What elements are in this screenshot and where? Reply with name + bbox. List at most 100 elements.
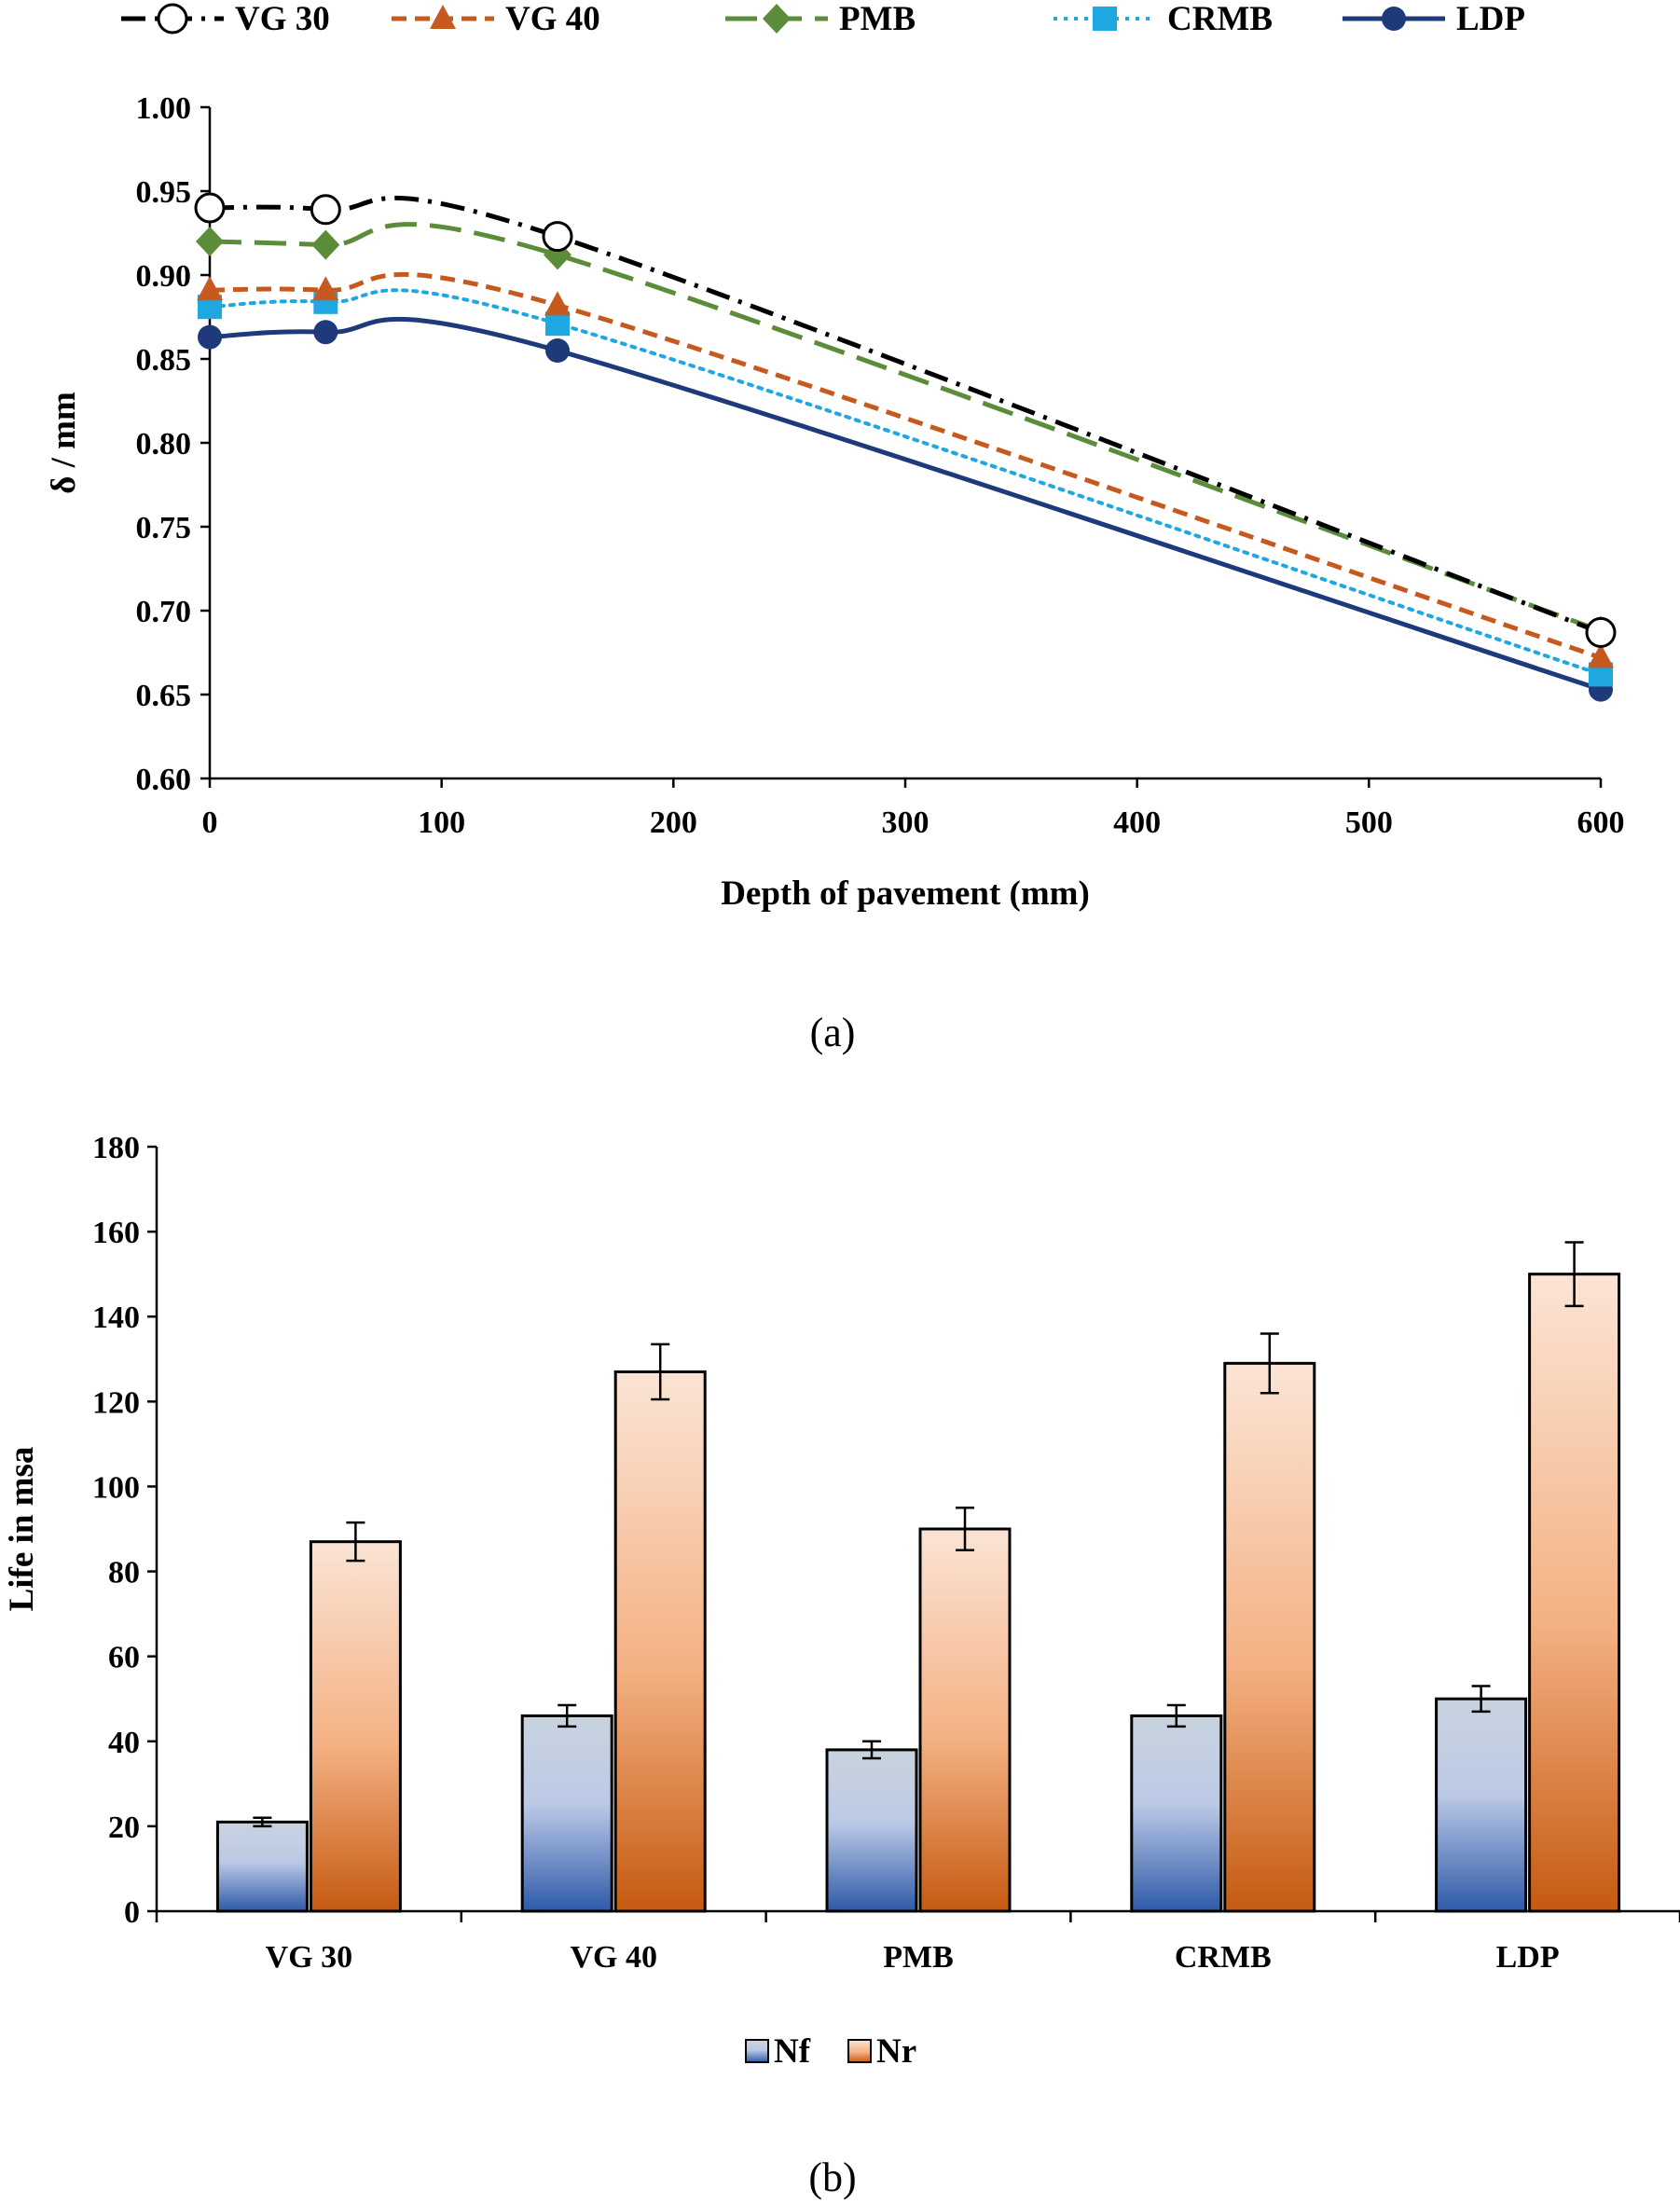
legend-vg-40-point <box>430 5 456 29</box>
series-vg-30-point <box>194 192 226 224</box>
legend-ldp-label: LDP <box>1456 0 1525 38</box>
y-tick-label: 0.65 <box>136 679 192 713</box>
y-tick-label: 0.75 <box>136 511 192 545</box>
deflection-line-chart: VG 30 VG 40 PMB CRMB LDP 0.60 0.65 0.70 0.75 0.8… <box>45 0 1625 1055</box>
legend-vg-30-point <box>157 3 188 34</box>
x-axis-label: Depth of pavement (mm) <box>721 874 1090 913</box>
legend-vg-40: VG 40 <box>392 0 600 38</box>
x-tick-label: 100 <box>418 805 465 840</box>
legend-ldp: LDP <box>1343 0 1525 38</box>
series-ldp-point <box>198 324 222 350</box>
series-vg-30-line <box>209 195 1602 635</box>
legend-pmb-point <box>763 4 791 34</box>
legend-crmb: CRMB <box>1053 0 1273 38</box>
series-vg-40-point <box>1588 643 1614 668</box>
group-crmb-nr-bar <box>1223 1361 1316 1913</box>
x-tick-label: 500 <box>1345 805 1393 840</box>
legend-vg-40-label: VG 40 <box>505 0 600 38</box>
y-axis-label: δ / mm <box>45 392 83 494</box>
bar-x-tick-label: LDP <box>1496 1940 1560 1975</box>
group-ldp-nf-bar <box>1435 1697 1528 1913</box>
legend-pmb: PMB <box>725 0 916 38</box>
series-vg-30-point <box>1585 616 1617 648</box>
series-crmb-point <box>545 311 570 337</box>
bar-y-tick-label: 40 <box>108 1726 140 1760</box>
bar-chart-bars: VG 30 VG 40 PMB CRMB LDP <box>215 1241 1621 1975</box>
bar-y-tick-label: 0 <box>124 1895 140 1930</box>
series-vg-30-point <box>542 221 573 253</box>
x-tick-label: 600 <box>1577 805 1625 840</box>
y-tick-label: 1.00 <box>136 91 192 126</box>
y-tick-label: 0.60 <box>136 763 192 797</box>
legend-nf-label: Nf <box>774 2032 811 2071</box>
legend-crmb-point <box>1093 7 1117 31</box>
y-tick-label: 0.95 <box>136 175 192 210</box>
bar-y-tick-label: 180 <box>92 1131 140 1165</box>
series-vg-40-line <box>209 271 1602 660</box>
legend-ldp-point <box>1382 7 1406 31</box>
legend-nr: Nr <box>847 2032 916 2071</box>
bar-y-tick-label: 20 <box>108 1811 140 1845</box>
line-chart-ticks: 0.60 0.65 0.70 0.75 0.80 0.85 0.90 0.95 1.00 0 100… <box>136 91 1625 840</box>
line-chart-axes <box>208 107 1601 780</box>
series-pmb-point <box>196 227 224 256</box>
caption-a: (a) <box>810 1010 856 1055</box>
group-ldp-nr-bar <box>1528 1273 1621 1913</box>
series-vg-40-point <box>544 291 571 316</box>
group-vg-30: VG 30 <box>215 1521 402 1975</box>
y-tick-label: 0.90 <box>136 259 192 294</box>
bar-x-tick-label: VG 30 <box>266 1940 353 1975</box>
life-bar-chart: 0 20 40 60 80 100 120 140 160 180 VG 30 VG 40 PMB CR… <box>3 1131 1680 2200</box>
bar-chart-legend: Nf Nr <box>745 2032 916 2071</box>
legend-nr-swatch <box>847 2039 872 2063</box>
x-tick-label: 400 <box>1113 805 1161 840</box>
legend-vg-30-label: VG 30 <box>235 0 330 38</box>
series-vg-40-point <box>312 276 339 301</box>
group-crmb: CRMB <box>1130 1332 1316 1975</box>
series-ldp <box>198 316 1613 702</box>
series-vg-30 <box>194 192 1617 648</box>
series-crmb <box>198 288 1613 687</box>
bar-chart-ticks: 0 20 40 60 80 100 120 140 160 180 <box>92 1131 1680 1930</box>
group-crmb-nf-bar <box>1130 1714 1223 1913</box>
group-vg-40: VG 40 <box>520 1342 707 1975</box>
group-pmb-nf-bar <box>825 1748 918 1913</box>
group-ldp: LDP <box>1435 1241 1621 1975</box>
x-tick-label: 300 <box>882 805 930 840</box>
series-ldp-point <box>313 320 338 345</box>
bar-y-tick-label: 140 <box>92 1301 140 1335</box>
x-tick-label: 200 <box>650 805 697 840</box>
bar-x-tick-label: CRMB <box>1175 1940 1272 1975</box>
series-ldp-point <box>545 338 570 363</box>
bar-y-tick-label: 120 <box>92 1385 140 1420</box>
legend-pmb-label: PMB <box>839 0 916 38</box>
legend-crmb-label: CRMB <box>1167 0 1273 38</box>
bar-y-tick-label: 100 <box>92 1470 140 1505</box>
caption-b: (b) <box>808 2155 856 2200</box>
series-vg-40-point <box>197 276 223 301</box>
group-vg-40-nr-bar <box>613 1370 707 1913</box>
bar-x-tick-label: PMB <box>883 1940 954 1975</box>
bar-x-tick-label: VG 40 <box>570 1940 657 1975</box>
group-vg-30-nf-bar <box>215 1820 309 1913</box>
line-chart-legend: VG 30 VG 40 PMB CRMB LDP <box>121 0 1525 38</box>
line-chart-series <box>194 192 1617 702</box>
y-tick-label: 0.80 <box>136 427 192 461</box>
series-pmb-point <box>311 229 340 260</box>
legend-vg-30: VG 30 <box>121 0 330 38</box>
series-pmb-line <box>209 222 1602 633</box>
group-pmb-nr-bar <box>918 1527 1012 1913</box>
bar-y-tick-label: 160 <box>92 1216 140 1250</box>
legend-nf: Nf <box>745 2032 811 2071</box>
group-pmb: PMB <box>825 1506 1012 1975</box>
group-vg-30-nr-bar <box>309 1540 402 1913</box>
x-tick-label: 0 <box>202 805 218 840</box>
group-vg-40-nf-bar <box>520 1714 613 1913</box>
bar-y-tick-label: 60 <box>108 1641 140 1675</box>
series-vg-30-point <box>310 194 341 226</box>
bar-y-tick-label: 80 <box>108 1556 140 1590</box>
series-crmb-line <box>208 288 1603 677</box>
y-tick-label: 0.70 <box>136 595 192 629</box>
legend-nr-label: Nr <box>876 2032 916 2071</box>
